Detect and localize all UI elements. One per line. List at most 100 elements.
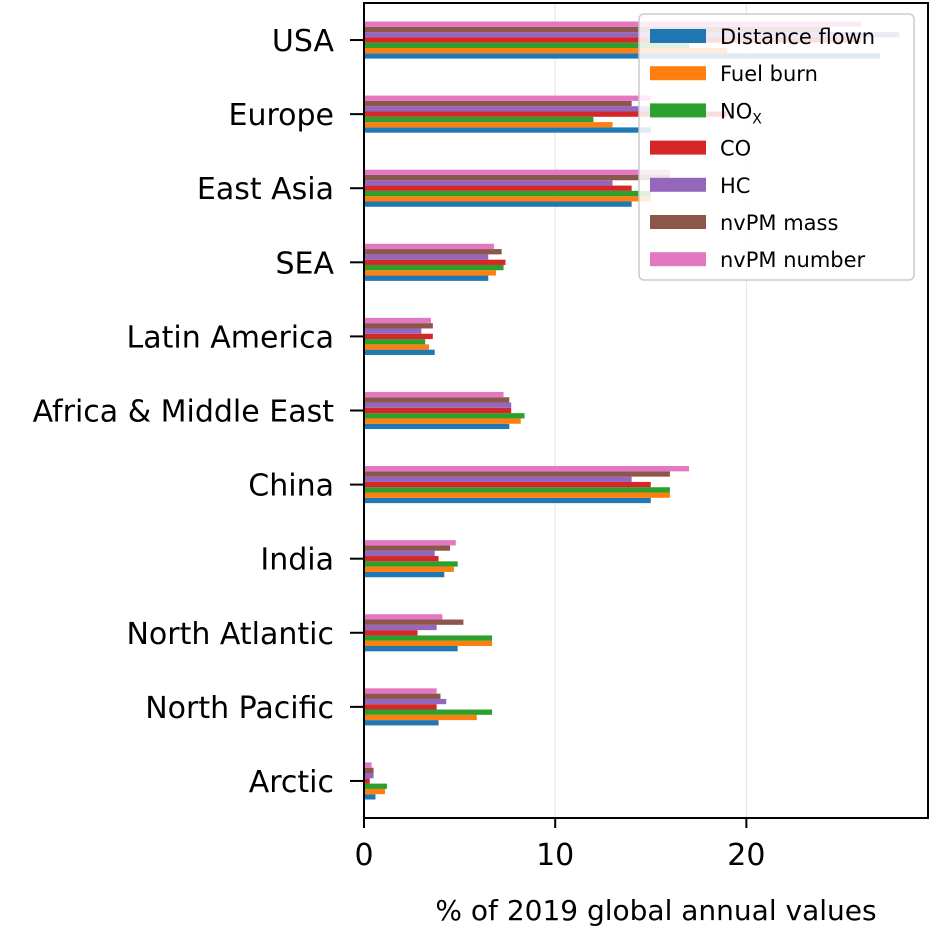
bar	[364, 762, 372, 768]
bar	[364, 328, 422, 334]
bar	[364, 571, 445, 578]
bar	[364, 111, 728, 117]
y-tick-label: North Atlantic	[126, 617, 334, 652]
bar	[364, 487, 670, 493]
bar	[364, 333, 433, 340]
bar	[364, 100, 632, 107]
x-axis-label: % of 2019 global annual values	[435, 894, 876, 927]
y-tick-label: India	[260, 543, 334, 578]
bar	[364, 339, 426, 345]
bar	[364, 688, 437, 694]
legend-entry-subscript: X	[752, 111, 762, 127]
bar	[364, 550, 435, 557]
bar	[364, 116, 594, 123]
legend-swatch	[650, 252, 706, 267]
legend-swatch	[650, 66, 706, 81]
bar	[364, 174, 670, 181]
bar	[364, 492, 670, 498]
bar	[364, 624, 437, 631]
bar	[364, 418, 521, 424]
bar	[364, 127, 651, 133]
legend-box	[638, 13, 915, 281]
x-tick-label: 0	[354, 838, 373, 873]
bar	[364, 640, 493, 647]
y-tick-label: China	[248, 469, 334, 504]
legend-swatch	[650, 140, 706, 155]
bar	[364, 471, 670, 477]
bar	[364, 317, 431, 324]
bar	[364, 497, 651, 504]
bar	[364, 264, 504, 271]
bar	[364, 630, 418, 636]
bar	[364, 788, 386, 795]
legend-entry: Fuel burn	[720, 62, 818, 86]
bar	[364, 566, 454, 572]
legend-entry: nvPM mass	[720, 211, 838, 235]
bar	[364, 185, 632, 191]
bar	[364, 26, 823, 33]
bar	[364, 190, 651, 197]
bar	[364, 773, 374, 779]
bar	[364, 698, 447, 705]
x-tick-label: 10	[536, 838, 574, 873]
bar	[364, 196, 651, 202]
bar	[364, 201, 632, 207]
bar	[364, 466, 690, 472]
bar	[364, 635, 493, 641]
bar	[364, 476, 632, 482]
y-tick-label: East Asia	[197, 172, 334, 207]
y-tick-label: Arctic	[249, 765, 334, 800]
bar	[364, 106, 690, 112]
legend-entry: HC	[720, 174, 750, 198]
y-tick-label: Latin America	[127, 320, 335, 355]
bar	[364, 545, 451, 551]
bar	[364, 714, 477, 721]
bar	[364, 709, 493, 715]
bar	[364, 783, 387, 789]
legend-entry: nvPM number	[720, 248, 866, 272]
bar	[364, 243, 495, 250]
bar	[364, 21, 862, 27]
bar	[364, 481, 651, 488]
bar	[364, 37, 862, 43]
bar	[364, 407, 512, 414]
y-axis: Arctic North Pacific North Atlantic India Ch…	[33, 24, 364, 800]
legend-entry: Distance flown	[720, 25, 875, 49]
bar	[364, 402, 512, 408]
x-axis: 0 10 20	[354, 818, 765, 873]
bar	[364, 794, 376, 800]
bar	[364, 344, 430, 350]
bar	[364, 42, 690, 48]
y-tick-label: SEA	[275, 246, 334, 281]
bar	[364, 646, 458, 652]
bar	[364, 53, 881, 59]
legend-swatch	[650, 29, 706, 43]
bar	[364, 614, 443, 620]
bar	[364, 249, 502, 255]
y-tick-label: North Pacific	[145, 691, 334, 726]
bar	[364, 180, 613, 186]
bar	[364, 323, 433, 329]
bars	[364, 21, 900, 800]
bar	[364, 619, 464, 625]
bar	[364, 397, 510, 403]
bar	[364, 778, 370, 784]
x-tick-label: 20	[727, 838, 765, 873]
bar	[364, 561, 458, 567]
bar	[364, 391, 504, 398]
bar	[364, 767, 374, 774]
legend-swatch	[650, 177, 706, 192]
bar	[364, 270, 496, 276]
bar	[364, 275, 489, 281]
bar	[364, 32, 900, 38]
bar	[364, 169, 670, 175]
bar	[364, 540, 456, 546]
bar	[364, 423, 510, 430]
bar	[364, 47, 728, 54]
legend-entry: CO	[720, 137, 751, 161]
bar	[364, 349, 435, 355]
bar	[364, 720, 439, 726]
bar	[364, 693, 441, 699]
